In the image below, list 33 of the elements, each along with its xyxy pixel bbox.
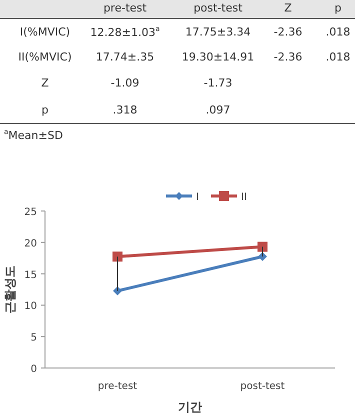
y-tick-label: 10	[24, 301, 37, 312]
text: Z	[41, 76, 49, 90]
point	[258, 242, 268, 252]
y-tick-label: 15	[24, 270, 37, 281]
y-tick-label: 5	[30, 332, 37, 344]
text: .018	[326, 26, 350, 38]
text: .018	[326, 50, 350, 64]
data-label: 17.75±3.34	[185, 26, 251, 38]
text: .318	[112, 104, 138, 116]
data-label: 17.74±.35	[96, 50, 154, 64]
y-tick-label: 0	[30, 364, 37, 375]
text: -2.36	[274, 50, 302, 64]
text: Z	[284, 2, 292, 14]
category-label: pre-test	[103, 2, 147, 14]
data-label: 12.28±1.03$^{a}$	[90, 25, 160, 39]
legend-label: II	[241, 192, 247, 203]
y-tick-label: 20	[24, 238, 37, 250]
x-axis-title: 기간	[178, 400, 202, 414]
category-label: post-test	[194, 2, 242, 14]
point	[112, 252, 122, 262]
data-label: 19.30±14.91	[182, 50, 254, 64]
text: II(%MVIC)	[18, 50, 72, 64]
y-axis-title: 근활성도	[3, 266, 17, 314]
legend-label: I	[196, 192, 199, 203]
y-tick-label: 25	[24, 207, 37, 218]
text: -1.73	[204, 76, 232, 90]
text: -2.36	[274, 26, 302, 38]
text: p	[334, 2, 342, 14]
text: .097	[206, 104, 230, 116]
text: $^{a}$Mean±SD	[4, 128, 63, 142]
text: p	[42, 104, 48, 116]
text: I(%MVIC)	[20, 26, 70, 38]
text: -1.09	[110, 76, 140, 90]
